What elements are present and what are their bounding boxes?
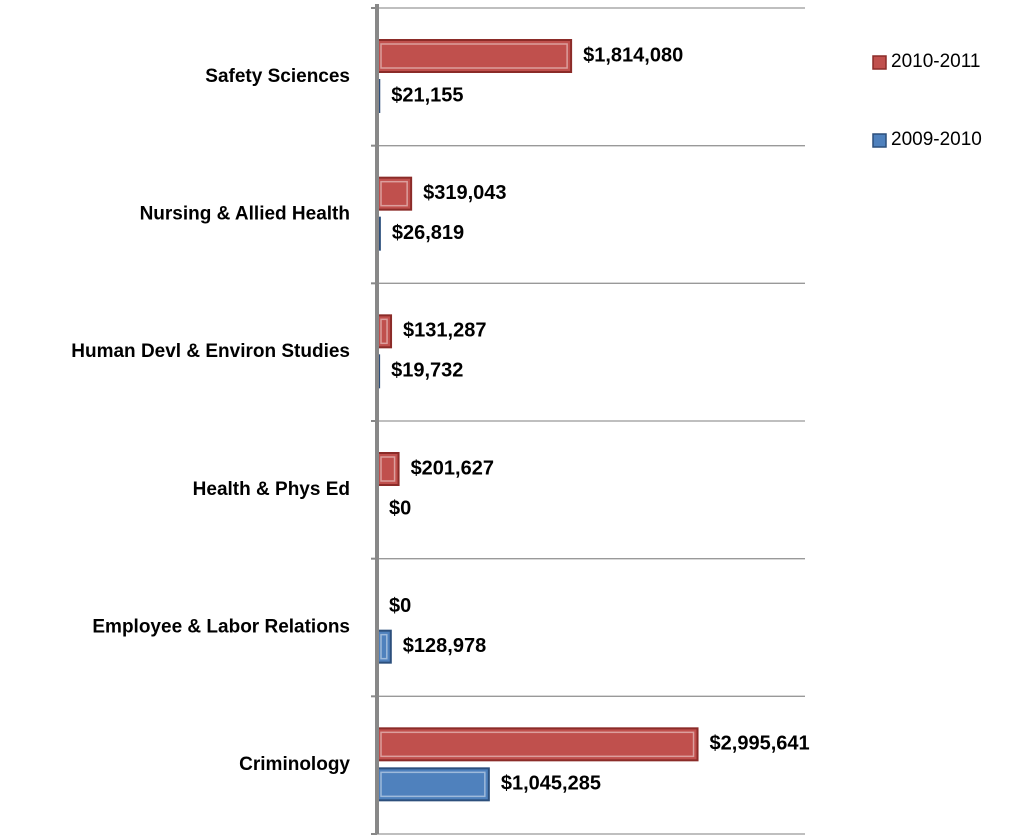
- category-label: Health & Phys Ed: [193, 479, 350, 500]
- bar-bevel: [380, 456, 396, 482]
- value-label: $1,045,285: [501, 773, 601, 795]
- value-label: $19,732: [391, 360, 463, 382]
- bar-bevel: [380, 43, 568, 69]
- value-label: $21,155: [391, 84, 463, 106]
- bar-bevel: [380, 771, 486, 798]
- value-label: $131,287: [403, 320, 486, 342]
- value-label: $1,814,080: [583, 44, 683, 66]
- category-label: Nursing & Allied Health: [140, 204, 350, 225]
- bar: [376, 39, 573, 73]
- category-label: Human Devl & Environ Studies: [71, 341, 350, 362]
- category-label: Employee & Labor Relations: [92, 617, 350, 638]
- bar: [376, 727, 699, 762]
- category-label: Safety Sciences: [205, 66, 350, 87]
- value-label: $2,995,641: [710, 733, 810, 755]
- value-label: $319,043: [423, 182, 506, 204]
- bar-bevel: [380, 731, 695, 758]
- value-label: $128,978: [403, 635, 486, 657]
- bar: [376, 452, 400, 486]
- legend-swatch: [872, 133, 887, 148]
- value-label: $0: [389, 497, 411, 519]
- bar: [376, 176, 413, 211]
- bar: [376, 314, 393, 349]
- value-label: $201,627: [411, 457, 494, 479]
- category-label: Criminology: [239, 754, 350, 775]
- bar-bevel: [380, 633, 388, 660]
- bar-bevel: [380, 180, 408, 207]
- bar: [376, 629, 392, 664]
- value-label: $26,819: [392, 222, 464, 244]
- bar: [376, 767, 490, 802]
- legend-label: 2010-2011: [891, 51, 980, 72]
- legend-label: 2009-2010: [891, 129, 982, 150]
- bar-bevel: [380, 318, 388, 345]
- legend-swatch: [872, 55, 887, 70]
- value-label: $0: [389, 595, 411, 617]
